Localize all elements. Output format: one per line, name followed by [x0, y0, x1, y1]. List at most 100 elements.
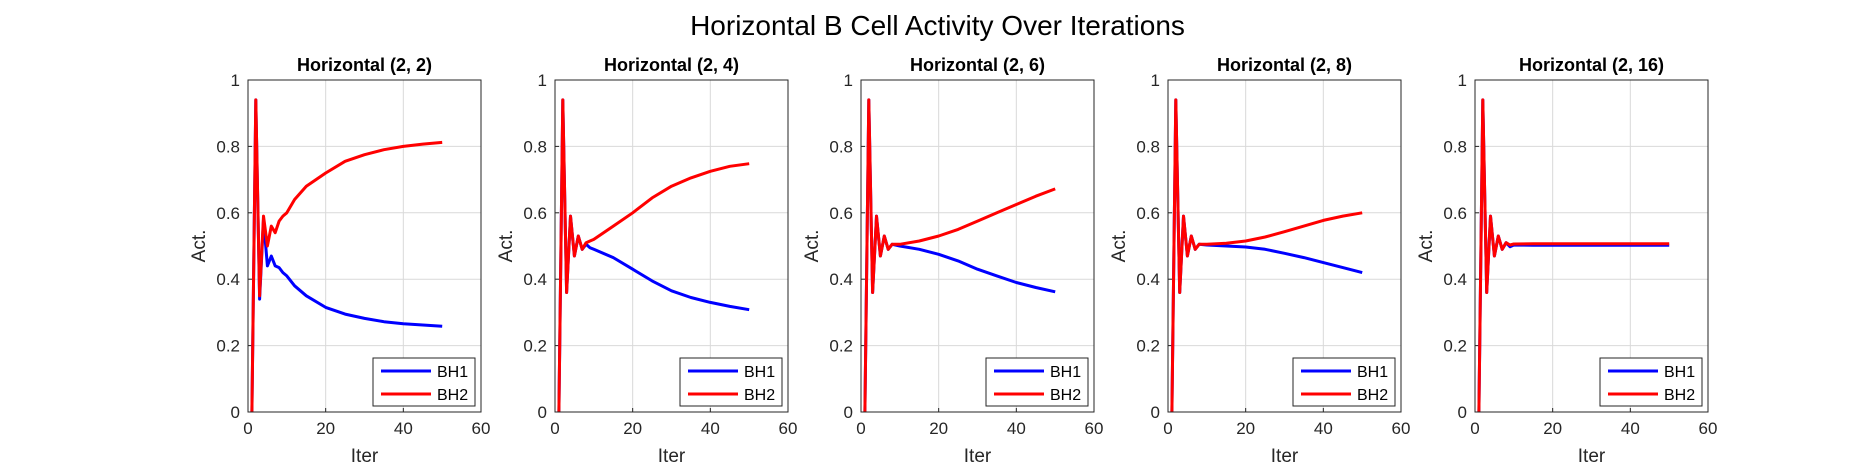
- axes-box: [860, 79, 1095, 413]
- y-tick-label: 0.2: [1443, 337, 1467, 356]
- x-tick-label: 40: [1314, 419, 1333, 438]
- y-tick-label: 0.6: [216, 204, 240, 223]
- y-tick-label: 0: [844, 403, 853, 422]
- legend-label-bh2: BH2: [1050, 387, 1081, 404]
- axes-box: [1474, 79, 1709, 413]
- y-tick-label: 0.4: [1443, 270, 1467, 289]
- x-tick-label: 20: [316, 419, 335, 438]
- subplot-title: Horizontal (2, 6): [910, 55, 1045, 75]
- y-tick-label: 0.2: [829, 337, 853, 356]
- y-tick-label: 0.8: [1136, 137, 1160, 156]
- y-tick-label: 0.4: [829, 270, 853, 289]
- y-tick-label: 1: [1458, 71, 1467, 90]
- x-tick-label: 40: [1007, 419, 1026, 438]
- x-axis-label: Iter: [1578, 446, 1606, 467]
- legend-box: [372, 357, 476, 407]
- series-line-bh2: [1477, 98, 1670, 413]
- figure-title: Horizontal B Cell Activity Over Iteratio…: [690, 10, 1185, 41]
- y-tick-label: 0: [1458, 403, 1467, 422]
- x-tick-label: 60: [1085, 419, 1104, 438]
- subplot-3: 0 20 40 60 0 0.2 0.4 0.6 0.8 1 Horizontal (2, 6) It…: [802, 55, 1103, 467]
- y-tick-label: 0.4: [1136, 270, 1160, 289]
- series-line-bh2: [863, 98, 1056, 413]
- legend-label-bh2: BH2: [437, 387, 468, 404]
- subplot-2: 0 20 40 60 0 0.2 0.4 0.6 0.8 1 Horizontal (2, 4) It…: [496, 55, 797, 467]
- y-tick-label: 0: [1151, 403, 1160, 422]
- subplot-title: Horizontal (2, 2): [297, 55, 432, 75]
- x-axis-label: Iter: [658, 446, 686, 467]
- legend-box: [679, 357, 783, 407]
- axes-box: [554, 79, 789, 413]
- y-tick-label: 0.6: [1443, 204, 1467, 223]
- subplot-1: 0 20 40 60 0 0.2 0.4 0.6 0.8 1 Horizontal (2, 2) It…: [189, 55, 490, 467]
- x-axis-label: Iter: [964, 446, 992, 467]
- series-line-bh2: [250, 98, 443, 413]
- x-tick-label: 20: [1236, 419, 1255, 438]
- subplot-5: 0 20 40 60 0 0.2 0.4 0.6 0.8 1 Horizontal (2, 16) I…: [1416, 55, 1717, 467]
- y-axis-label: Act.: [1109, 230, 1130, 263]
- legend-label-bh2: BH2: [1664, 387, 1695, 404]
- x-tick-label: 0: [1470, 419, 1479, 438]
- y-tick-label: 0.4: [523, 270, 547, 289]
- x-tick-label: 0: [243, 419, 252, 438]
- legend-label-bh1: BH1: [744, 364, 775, 381]
- x-tick-label: 60: [1392, 419, 1411, 438]
- y-tick-label: 1: [1151, 71, 1160, 90]
- legend-label-bh2: BH2: [744, 387, 775, 404]
- x-tick-label: 0: [1163, 419, 1172, 438]
- y-tick-label: 0.2: [1136, 337, 1160, 356]
- subplot-title: Horizontal (2, 8): [1217, 55, 1352, 75]
- y-axis-label: Act.: [189, 230, 210, 263]
- subplot-title: Horizontal (2, 4): [604, 55, 739, 75]
- y-tick-label: 0.8: [1443, 137, 1467, 156]
- y-tick-label: 0.8: [523, 137, 547, 156]
- x-tick-label: 60: [1699, 419, 1718, 438]
- legend-label-bh1: BH1: [1357, 364, 1388, 381]
- axes-box: [247, 79, 482, 413]
- y-axis-label: Act.: [1416, 230, 1437, 263]
- x-tick-label: 0: [550, 419, 559, 438]
- y-tick-label: 0.8: [216, 137, 240, 156]
- x-tick-label: 20: [929, 419, 948, 438]
- subplot-4: 0 20 40 60 0 0.2 0.4 0.6 0.8 1 Horizontal (2, 8) It…: [1109, 55, 1410, 467]
- y-tick-label: 0: [538, 403, 547, 422]
- x-tick-label: 20: [623, 419, 642, 438]
- x-axis-label: Iter: [351, 446, 379, 467]
- x-tick-label: 40: [1621, 419, 1640, 438]
- legend-label-bh1: BH1: [1664, 364, 1695, 381]
- legend-label-bh2: BH2: [1357, 387, 1388, 404]
- legend-label-bh1: BH1: [1050, 364, 1081, 381]
- x-axis-label: Iter: [1271, 446, 1299, 467]
- y-tick-label: 0.4: [216, 270, 240, 289]
- y-tick-label: 1: [844, 71, 853, 90]
- x-tick-label: 40: [701, 419, 720, 438]
- y-tick-label: 0.6: [829, 204, 853, 223]
- legend-box: [985, 357, 1089, 407]
- y-tick-label: 0.2: [216, 337, 240, 356]
- legend-label-bh1: BH1: [437, 364, 468, 381]
- series-line-bh2: [1170, 98, 1363, 413]
- y-tick-label: 1: [231, 71, 240, 90]
- legend-box: [1292, 357, 1396, 407]
- y-tick-label: 0.2: [523, 337, 547, 356]
- x-tick-label: 20: [1543, 419, 1562, 438]
- y-tick-label: 1: [538, 71, 547, 90]
- x-tick-label: 40: [394, 419, 413, 438]
- y-axis-label: Act.: [496, 230, 517, 263]
- y-tick-label: 0.6: [1136, 204, 1160, 223]
- y-axis-label: Act.: [802, 230, 823, 263]
- x-tick-label: 60: [472, 419, 491, 438]
- y-tick-label: 0.6: [523, 204, 547, 223]
- y-tick-label: 0.8: [829, 137, 853, 156]
- x-tick-label: 0: [856, 419, 865, 438]
- subplot-title: Horizontal (2, 16): [1519, 55, 1664, 75]
- legend-box: [1599, 357, 1703, 407]
- y-tick-label: 0: [231, 403, 240, 422]
- series-line-bh2: [557, 98, 750, 413]
